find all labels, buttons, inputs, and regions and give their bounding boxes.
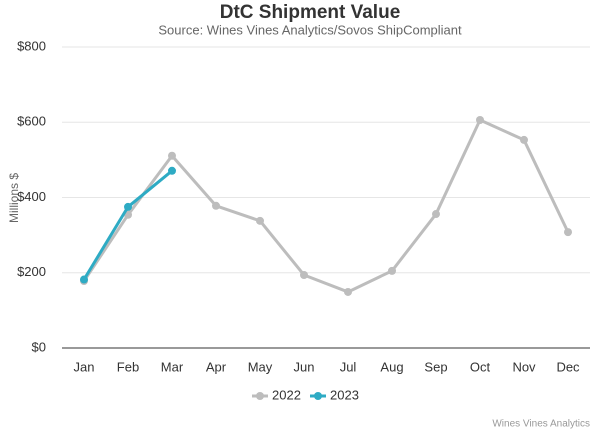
y-tick-label: $400 [17, 189, 46, 204]
marker [256, 216, 264, 225]
chart-title: DtC Shipment Value [220, 2, 401, 23]
x-tick-label: Feb [117, 359, 139, 374]
marker [168, 151, 176, 160]
marker [80, 275, 88, 284]
x-tick-label: Sep [424, 359, 447, 374]
line [82, 118, 570, 294]
marker [388, 266, 396, 275]
x-tick-label: Mar [161, 359, 184, 374]
y-tick-label: $800 [17, 38, 46, 53]
y-tick-label: $200 [17, 264, 46, 279]
x-tick-label: Nov [512, 359, 536, 374]
legend-label: 2022 [272, 387, 301, 402]
credit: Wines Vines Analytics [492, 419, 590, 430]
marker [432, 210, 440, 219]
x-tick-label: Apr [206, 359, 227, 374]
marker [344, 287, 352, 296]
legend-marker [314, 392, 322, 400]
marker [168, 166, 176, 175]
x-tick-label: Oct [470, 359, 491, 374]
y-tick-label: $0 [32, 339, 46, 354]
x-tick-label: May [248, 359, 273, 374]
x-tick-label: Dec [556, 359, 580, 374]
x-tick-label: Jul [340, 359, 357, 374]
marker [124, 202, 132, 211]
chart-subtitle: Source: Wines Vines Analytics/Sovos Ship… [158, 22, 462, 37]
x-tick-label: Aug [380, 359, 403, 374]
marker [476, 115, 484, 124]
x-tick-label: Jan [74, 359, 95, 374]
y-axis-title: Millions $ [7, 173, 21, 223]
marker [564, 228, 572, 237]
x-tick-label: Jun [294, 359, 315, 374]
legend-marker [256, 392, 264, 400]
y-tick-label: $600 [17, 114, 46, 129]
marker [212, 201, 220, 210]
marker [520, 135, 528, 144]
marker [300, 271, 308, 280]
legend-label: 2023 [330, 387, 359, 402]
